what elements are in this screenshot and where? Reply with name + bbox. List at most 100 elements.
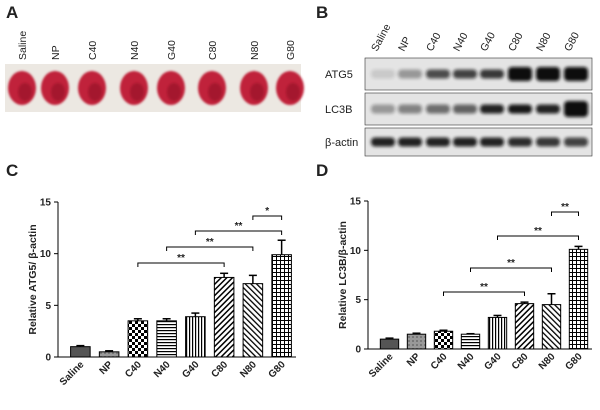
x-tick-label: N40 [456, 351, 477, 372]
x-tick-label: N80 [537, 351, 558, 372]
blot-band [536, 67, 560, 81]
sample-label: N40 [451, 31, 471, 54]
sample-label: G40 [478, 30, 498, 53]
bar [568, 248, 589, 350]
significance-bracket [166, 246, 254, 251]
blot-band [426, 137, 450, 147]
tissue-shade [88, 83, 102, 101]
significance-bracket [497, 235, 579, 240]
significance-bracket [252, 215, 283, 220]
x-tick-label: C40 [123, 359, 144, 380]
x-tick-label: G40 [482, 351, 503, 372]
y-tick-label: 5 [355, 295, 361, 306]
x-tick-label: C80 [510, 351, 531, 372]
tissue-shade [167, 83, 181, 101]
blot-band [453, 137, 477, 147]
blot-band [564, 67, 588, 81]
blot-band [371, 137, 395, 147]
blot-band [398, 69, 422, 79]
significance-bracket [443, 291, 525, 296]
row-label: β-actin [325, 137, 358, 149]
sample-label: N80 [249, 41, 261, 60]
tissue-shade [286, 83, 300, 101]
sample-label: C80 [207, 41, 219, 60]
blot-band [508, 104, 532, 114]
panel-letter: A [6, 3, 18, 22]
blot-band [480, 104, 504, 114]
x-tick-label: N80 [238, 359, 259, 380]
panel-letter: D [316, 161, 328, 180]
sample-label: N40 [129, 41, 141, 60]
row-label: LC3B [325, 104, 353, 116]
y-axis-label: Relative ATG5/ β-actin [27, 224, 39, 334]
y-tick-label: 15 [40, 198, 52, 209]
blot-band [426, 69, 450, 79]
sample-label: C80 [506, 31, 526, 54]
y-tick-label: 15 [350, 197, 362, 208]
x-tick-label: G40 [180, 359, 201, 380]
bar [514, 303, 535, 350]
sample-label: G80 [562, 30, 582, 53]
x-tick-label: Saline [58, 359, 87, 388]
sample-label: C40 [87, 41, 99, 60]
x-tick-label: NP [98, 359, 116, 377]
blot-band [536, 104, 560, 114]
significance-label: ** [534, 226, 542, 237]
blot-band [398, 137, 422, 147]
panel-letter: B [316, 3, 328, 22]
sample-label: C40 [424, 31, 444, 54]
blot-band [371, 104, 395, 114]
x-tick-label: N40 [152, 359, 173, 380]
tissue-shade [18, 83, 32, 101]
bar [379, 338, 400, 350]
y-tick-label: 10 [350, 246, 362, 257]
bar [127, 320, 149, 358]
blot-band [508, 67, 532, 81]
significance-bracket [551, 211, 579, 216]
significance-label: * [265, 206, 269, 217]
significance-bracket [470, 267, 552, 272]
blot-band [426, 104, 450, 114]
blot-band [453, 104, 477, 114]
y-tick-label: 0 [45, 353, 51, 364]
significance-label: ** [507, 258, 515, 269]
x-tick-label: NP [405, 351, 423, 369]
blot-band [398, 104, 422, 114]
sample-label: NP [396, 35, 413, 54]
blot-band [371, 69, 395, 79]
y-axis-label: Relative LC3B/β-actin [337, 221, 349, 329]
blot-band [564, 137, 588, 147]
blot-band [480, 69, 504, 79]
bar [70, 346, 91, 358]
significance-label: ** [177, 253, 185, 264]
sample-label: G80 [285, 40, 297, 60]
bar [98, 351, 120, 358]
bar [406, 333, 427, 350]
bar [433, 330, 454, 350]
significance-bracket [137, 262, 225, 267]
bar [242, 283, 264, 358]
y-tick-label: 10 [40, 249, 52, 260]
blot-band [508, 137, 532, 147]
row-label: ATG5 [325, 69, 353, 81]
sample-label: Saline [17, 31, 29, 60]
x-tick-label: Saline [367, 351, 396, 380]
sample-label: NP [50, 45, 62, 60]
significance-label: ** [235, 221, 243, 232]
y-tick-label: 5 [45, 301, 51, 312]
significance-label: ** [561, 202, 569, 213]
significance-label: ** [206, 237, 214, 248]
bar [156, 320, 177, 358]
panel-letter: C [6, 161, 18, 180]
bar [460, 333, 481, 350]
blot-band [480, 137, 504, 147]
tissue-shade [208, 83, 222, 101]
sample-label: G40 [166, 40, 178, 60]
x-tick-label: G80 [267, 359, 288, 380]
blot-band [453, 69, 477, 79]
blot-band [564, 101, 588, 117]
bar [541, 304, 562, 350]
x-tick-label: C40 [429, 351, 450, 372]
significance-label: ** [480, 282, 488, 293]
